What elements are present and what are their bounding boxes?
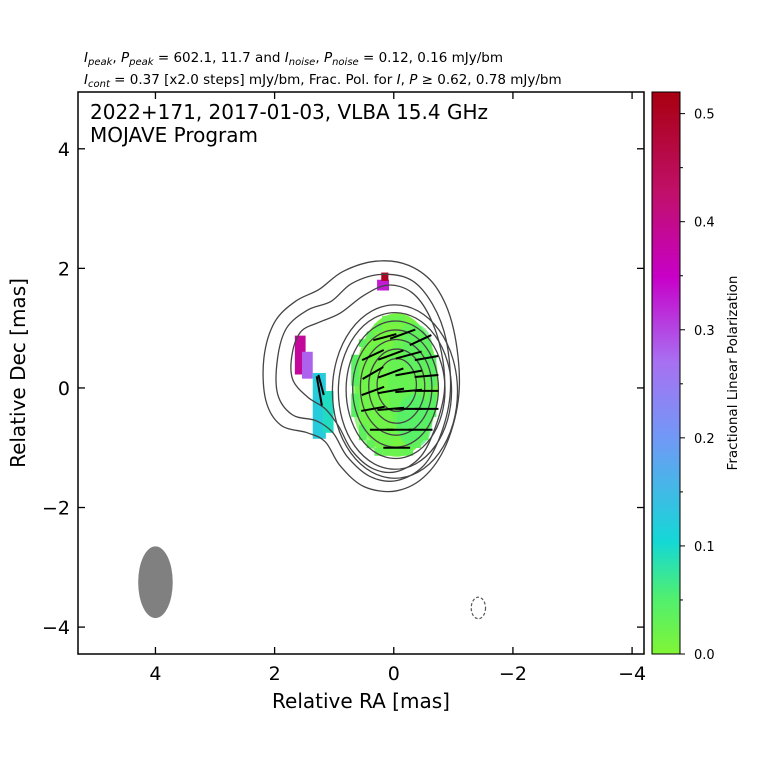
axis-ticks: 4 2 0 −2 −4 4 2 0 −2 −4 <box>42 92 646 685</box>
polarization-pixel <box>382 315 390 324</box>
evpa-vectors <box>315 328 439 449</box>
evpa-vector <box>414 354 439 362</box>
polarization-pixel <box>351 401 359 410</box>
polarization-pixel <box>420 339 429 347</box>
evpa-vector <box>361 385 385 396</box>
x-tick-label: −4 <box>618 663 646 685</box>
polarization-pixel <box>358 424 367 433</box>
polarization-pixel <box>294 335 306 375</box>
colorbar <box>651 91 681 655</box>
polarization-pixel <box>405 323 414 332</box>
polarization-pixel <box>389 315 398 324</box>
polarization-pixel <box>428 393 437 402</box>
contour-level <box>368 348 426 424</box>
y-tick-label: −2 <box>42 498 70 520</box>
evpa-vector <box>389 328 416 340</box>
plot-frame <box>77 91 645 655</box>
polarization-pixel <box>413 440 421 449</box>
negative-contour <box>470 596 487 620</box>
beam-ellipse <box>138 546 173 619</box>
polarization-pixel <box>374 448 383 456</box>
y-tick-label: 2 <box>58 258 70 280</box>
evpa-vector <box>395 369 423 377</box>
polarization-pixel <box>389 448 398 456</box>
x-tick-label: 2 <box>269 663 281 685</box>
polarization-pixel <box>351 370 359 379</box>
chart-title-line-2: MOJAVE Program <box>90 123 258 147</box>
polarization-pixel <box>358 339 367 347</box>
y-tick-label: 0 <box>58 378 70 400</box>
evpa-vector <box>377 349 404 361</box>
polarization-pixel <box>413 331 421 340</box>
polarization-pixel <box>397 448 406 456</box>
polarization-pixel <box>428 362 437 371</box>
colorbar-tick-label: 0.3 <box>694 324 715 339</box>
polarization-pixel <box>397 315 406 324</box>
colorbar-tick-label: 0.4 <box>694 216 715 231</box>
colorbar-tick-label: 0.1 <box>694 540 715 555</box>
header-line-1: Ipeak, Ppeak = 602.1, 11.7 and Inoise, P… <box>84 50 503 68</box>
polarization-pixel <box>302 351 313 379</box>
polarization-pixel <box>351 354 359 363</box>
polarization-pixel <box>428 370 437 379</box>
polarization-pixel <box>351 409 359 417</box>
contour-level <box>262 260 461 493</box>
x-axis-label: Relative RA [mas] <box>272 689 450 713</box>
polarization-pixel <box>420 424 429 433</box>
polarization-pixel <box>381 272 389 281</box>
contour-level <box>337 311 453 470</box>
polarization-pixel <box>428 409 437 417</box>
y-axis-label: Relative Dec [mas] <box>6 278 30 468</box>
polarization-pixel <box>351 393 359 402</box>
colorbar-ticks: 0.0 0.1 0.2 0.3 0.4 0.5 <box>680 108 715 663</box>
x-tick-label: 0 <box>388 663 400 685</box>
polarization-pixel <box>351 378 359 386</box>
polarization-pixel <box>374 323 383 332</box>
contour-level <box>331 304 459 479</box>
evpa-vector <box>377 387 405 395</box>
contour-level <box>359 338 433 436</box>
x-tick-label: −2 <box>499 663 527 685</box>
x-tick-label: 4 <box>149 663 161 685</box>
contour-level <box>275 273 452 482</box>
polarization-pixel <box>366 440 375 449</box>
colorbar-label: Fractional Linear Polarization <box>725 276 741 471</box>
evpa-vector <box>414 373 439 379</box>
evpa-vector <box>361 405 385 412</box>
polarization-pixel <box>382 448 390 456</box>
contour-level <box>290 284 446 474</box>
total-intensity-contours <box>262 260 461 493</box>
polarization-pixel <box>420 432 429 441</box>
polarization-pixel <box>405 448 414 456</box>
evpa-vector <box>361 349 385 362</box>
evpa-vector <box>409 334 432 347</box>
evpa-vector <box>373 333 397 342</box>
polarization-pixel <box>377 279 390 291</box>
colorbar-tick-label: 0.5 <box>694 108 715 123</box>
chart-title-line-1: 2022+171, 2017-01-03, VLBA 15.4 GHz <box>90 100 488 124</box>
polarization-pixel <box>358 432 367 441</box>
polarization-pixel <box>428 401 437 410</box>
evpa-vector <box>315 376 323 406</box>
colorbar-tick-label: 0.0 <box>694 648 715 663</box>
y-tick-label: 4 <box>58 139 70 161</box>
evpa-vector <box>377 367 404 379</box>
header-line-2: Icont = 0.37 [x2.0 steps] mJy/bm, Frac. … <box>84 72 562 90</box>
beam-ellipse-group <box>138 546 487 620</box>
colorbar-tick-label: 0.2 <box>694 432 715 447</box>
y-tick-label: −4 <box>42 617 70 639</box>
evpa-vector <box>317 374 325 396</box>
polarization-pixel <box>366 331 375 340</box>
polarization-pixel <box>428 378 437 386</box>
evpa-vector <box>362 366 384 380</box>
evpa-vector <box>395 350 422 360</box>
